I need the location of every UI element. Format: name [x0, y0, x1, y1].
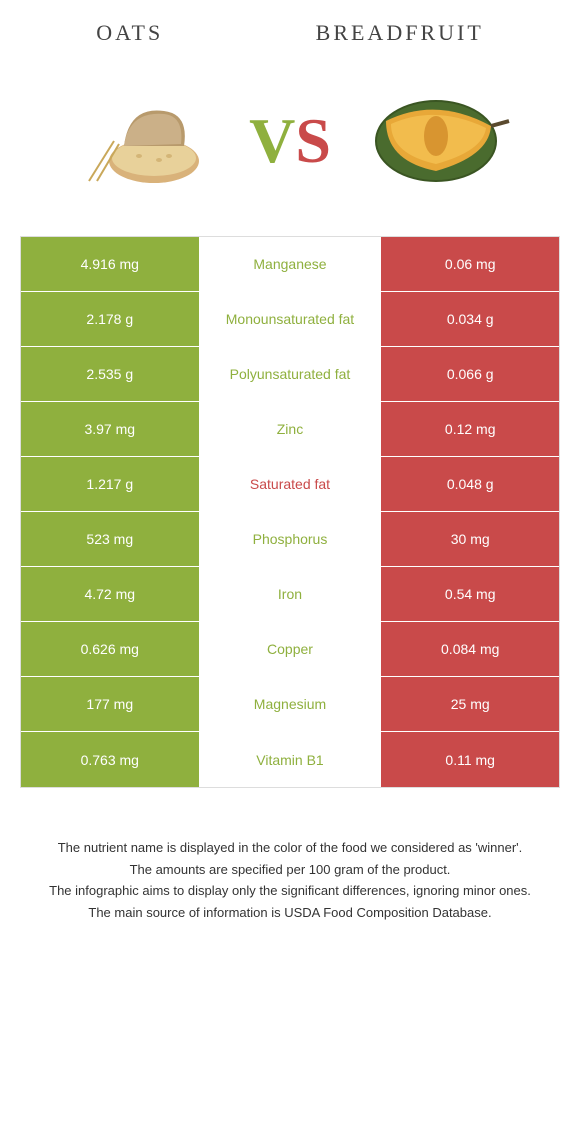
- vs-v: V: [249, 105, 295, 176]
- value-right: 30 mg: [381, 512, 559, 566]
- table-row: 0.626 mgCopper0.084 mg: [21, 622, 559, 677]
- nutrient-name: Magnesium: [199, 677, 382, 731]
- footer-line: The infographic aims to display only the…: [30, 881, 550, 901]
- value-right: 0.048 g: [381, 457, 559, 511]
- value-left: 1.217 g: [21, 457, 199, 511]
- title-right: Breadfruit: [316, 20, 484, 46]
- table-row: 2.535 gPolyunsaturated fat0.066 g: [21, 347, 559, 402]
- table-row: 177 mgMagnesium25 mg: [21, 677, 559, 732]
- value-left: 0.763 mg: [21, 732, 199, 787]
- nutrient-name: Zinc: [199, 402, 382, 456]
- value-left: 4.916 mg: [21, 237, 199, 291]
- value-left: 0.626 mg: [21, 622, 199, 676]
- breadfruit-image: [361, 86, 511, 196]
- value-right: 0.06 mg: [381, 237, 559, 291]
- value-left: 3.97 mg: [21, 402, 199, 456]
- title-left: Oats: [96, 20, 163, 46]
- table-row: 523 mgPhosphorus30 mg: [21, 512, 559, 567]
- footer-notes: The nutrient name is displayed in the co…: [20, 838, 560, 922]
- value-left: 2.178 g: [21, 292, 199, 346]
- nutrient-name: Manganese: [199, 237, 382, 291]
- vs-s: S: [295, 105, 331, 176]
- nutrient-name: Phosphorus: [199, 512, 382, 566]
- table-row: 4.916 mgManganese0.06 mg: [21, 237, 559, 292]
- table-row: 0.763 mgVitamin B10.11 mg: [21, 732, 559, 787]
- value-right: 0.034 g: [381, 292, 559, 346]
- footer-line: The main source of information is USDA F…: [30, 903, 550, 923]
- titles-row: Oats Breadfruit: [20, 20, 560, 46]
- vs-label: VS: [249, 109, 331, 173]
- infographic-container: Oats Breadfruit VS: [0, 0, 580, 954]
- footer-line: The amounts are specified per 100 gram o…: [30, 860, 550, 880]
- nutrient-name: Vitamin B1: [199, 732, 382, 787]
- nutrient-name: Iron: [199, 567, 382, 621]
- footer-line: The nutrient name is displayed in the co…: [30, 838, 550, 858]
- value-left: 4.72 mg: [21, 567, 199, 621]
- value-left: 523 mg: [21, 512, 199, 566]
- table-row: 3.97 mgZinc0.12 mg: [21, 402, 559, 457]
- value-left: 177 mg: [21, 677, 199, 731]
- table-row: 2.178 gMonounsaturated fat0.034 g: [21, 292, 559, 347]
- value-right: 0.11 mg: [381, 732, 559, 787]
- oats-image: [69, 86, 219, 196]
- value-right: 0.066 g: [381, 347, 559, 401]
- nutrient-name: Monounsaturated fat: [199, 292, 382, 346]
- value-right: 25 mg: [381, 677, 559, 731]
- hero-row: VS: [20, 86, 560, 196]
- table-row: 4.72 mgIron0.54 mg: [21, 567, 559, 622]
- table-row: 1.217 gSaturated fat0.048 g: [21, 457, 559, 512]
- nutrient-name: Copper: [199, 622, 382, 676]
- value-left: 2.535 g: [21, 347, 199, 401]
- nutrient-name: Polyunsaturated fat: [199, 347, 382, 401]
- nutrient-name: Saturated fat: [199, 457, 382, 511]
- nutrient-table: 4.916 mgManganese0.06 mg2.178 gMonounsat…: [20, 236, 560, 788]
- value-right: 0.54 mg: [381, 567, 559, 621]
- value-right: 0.12 mg: [381, 402, 559, 456]
- value-right: 0.084 mg: [381, 622, 559, 676]
